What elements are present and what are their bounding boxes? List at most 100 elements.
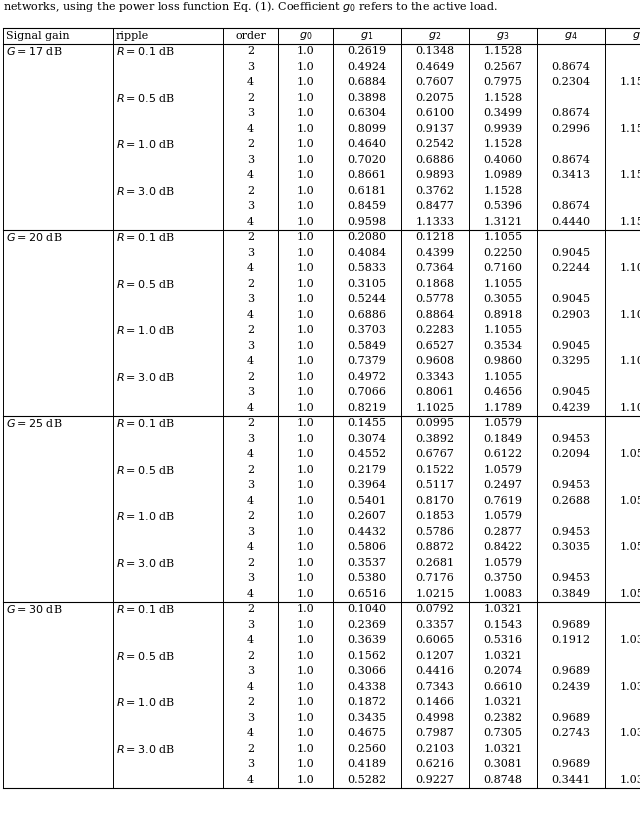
Text: 0.2283: 0.2283 xyxy=(415,326,454,335)
Text: 2: 2 xyxy=(247,558,254,568)
Text: 0.8872: 0.8872 xyxy=(415,543,454,552)
Text: 0.4060: 0.4060 xyxy=(483,155,523,165)
Text: 0.2560: 0.2560 xyxy=(348,743,387,754)
Text: 1.0: 1.0 xyxy=(296,62,314,72)
Text: 4: 4 xyxy=(247,357,254,366)
Text: 1.0: 1.0 xyxy=(296,171,314,180)
Text: $g_4$: $g_4$ xyxy=(564,29,578,42)
Text: 0.7160: 0.7160 xyxy=(483,264,522,273)
Text: 0.2497: 0.2497 xyxy=(483,481,522,490)
Text: 3: 3 xyxy=(247,388,254,397)
Text: 4: 4 xyxy=(247,496,254,506)
Text: 1.1025: 1.1025 xyxy=(415,403,454,413)
Text: 1.0579: 1.0579 xyxy=(620,589,640,599)
Text: 1.0579: 1.0579 xyxy=(620,496,640,506)
Text: $R = 0.5$ dB: $R = 0.5$ dB xyxy=(116,650,175,662)
Text: 1.0083: 1.0083 xyxy=(483,589,523,599)
Text: 0.2877: 0.2877 xyxy=(484,527,522,537)
Text: 0.3499: 0.3499 xyxy=(483,109,523,118)
Text: 1.0: 1.0 xyxy=(296,650,314,661)
Text: 0.7619: 0.7619 xyxy=(483,496,522,506)
Text: 0.2688: 0.2688 xyxy=(552,496,591,506)
Text: 3: 3 xyxy=(247,527,254,537)
Text: $g_2$: $g_2$ xyxy=(428,29,442,42)
Text: 0.9227: 0.9227 xyxy=(415,774,454,785)
Text: 0.2382: 0.2382 xyxy=(483,712,523,723)
Text: Signal gain: Signal gain xyxy=(6,31,70,41)
Text: 0.3892: 0.3892 xyxy=(415,434,454,444)
Text: 0.3081: 0.3081 xyxy=(483,759,523,769)
Text: 0.2103: 0.2103 xyxy=(415,743,454,754)
Text: 1.0321: 1.0321 xyxy=(483,650,523,661)
Text: 3: 3 xyxy=(247,202,254,211)
Text: 4: 4 xyxy=(247,403,254,413)
Text: 1.1528: 1.1528 xyxy=(483,140,523,149)
Text: 0.3295: 0.3295 xyxy=(552,357,591,366)
Text: 0.6122: 0.6122 xyxy=(483,450,523,459)
Text: 1.1055: 1.1055 xyxy=(483,372,523,382)
Text: 1.0: 1.0 xyxy=(296,47,314,56)
Text: 1.1528: 1.1528 xyxy=(483,47,523,56)
Text: 0.9689: 0.9689 xyxy=(552,759,591,769)
Text: 0.8674: 0.8674 xyxy=(552,202,591,211)
Text: 0.1218: 0.1218 xyxy=(415,233,454,242)
Text: 1.0: 1.0 xyxy=(296,419,314,428)
Text: 3: 3 xyxy=(247,666,254,676)
Text: 0.2369: 0.2369 xyxy=(348,619,387,630)
Text: 1.1789: 1.1789 xyxy=(483,403,522,413)
Text: 3: 3 xyxy=(247,248,254,258)
Text: 1.0: 1.0 xyxy=(296,527,314,537)
Text: 0.1853: 0.1853 xyxy=(415,512,454,521)
Text: 2: 2 xyxy=(247,512,254,521)
Text: 2: 2 xyxy=(247,605,254,614)
Text: $g_1$: $g_1$ xyxy=(360,29,374,42)
Text: 1.1528: 1.1528 xyxy=(620,217,640,227)
Text: 1.0: 1.0 xyxy=(296,481,314,490)
Text: 0.2244: 0.2244 xyxy=(552,264,591,273)
Text: 0.6065: 0.6065 xyxy=(415,635,454,645)
Text: 0.5282: 0.5282 xyxy=(348,774,387,785)
Text: 2: 2 xyxy=(247,419,254,428)
Text: 1.0: 1.0 xyxy=(296,543,314,552)
Text: 1.1528: 1.1528 xyxy=(620,171,640,180)
Text: 2: 2 xyxy=(247,233,254,242)
Text: 0.2304: 0.2304 xyxy=(552,78,591,87)
Text: 0.7379: 0.7379 xyxy=(348,357,387,366)
Text: 0.9137: 0.9137 xyxy=(415,124,454,134)
Text: 3: 3 xyxy=(247,619,254,630)
Text: 1.0321: 1.0321 xyxy=(483,743,523,754)
Text: $R = 1.0$ dB: $R = 1.0$ dB xyxy=(116,696,175,708)
Text: 1.0: 1.0 xyxy=(296,743,314,754)
Text: 0.3750: 0.3750 xyxy=(483,574,522,583)
Text: $g_5$: $g_5$ xyxy=(632,29,640,42)
Text: 0.3105: 0.3105 xyxy=(348,279,387,289)
Text: 0.8918: 0.8918 xyxy=(483,310,523,320)
Text: 0.2607: 0.2607 xyxy=(348,512,387,521)
Text: 2: 2 xyxy=(247,372,254,382)
Text: 0.4640: 0.4640 xyxy=(348,140,387,149)
Text: 0.6610: 0.6610 xyxy=(483,681,523,692)
Text: 1.0: 1.0 xyxy=(296,109,314,118)
Text: $G = 17$ dB: $G = 17$ dB xyxy=(6,45,63,57)
Text: 0.5244: 0.5244 xyxy=(348,295,387,304)
Text: 1.0989: 1.0989 xyxy=(483,171,523,180)
Text: 1.1528: 1.1528 xyxy=(620,78,640,87)
Text: 0.9860: 0.9860 xyxy=(483,357,523,366)
Text: 0.3762: 0.3762 xyxy=(415,186,454,196)
Text: 0.4552: 0.4552 xyxy=(348,450,387,459)
Text: 0.6527: 0.6527 xyxy=(415,341,454,351)
Text: 2: 2 xyxy=(247,47,254,56)
Text: 1.0: 1.0 xyxy=(296,217,314,227)
Text: 0.4239: 0.4239 xyxy=(552,403,591,413)
Text: 0.2074: 0.2074 xyxy=(483,666,522,676)
Text: $g_0$: $g_0$ xyxy=(299,29,312,42)
Text: 1.3121: 1.3121 xyxy=(483,217,523,227)
Text: 0.3703: 0.3703 xyxy=(348,326,387,335)
Text: 0.4675: 0.4675 xyxy=(348,728,387,738)
Text: 1.0579: 1.0579 xyxy=(483,512,522,521)
Text: 0.2075: 0.2075 xyxy=(415,93,454,103)
Text: 1.0: 1.0 xyxy=(296,605,314,614)
Text: 3: 3 xyxy=(247,62,254,72)
Text: 1.0: 1.0 xyxy=(296,155,314,165)
Text: 2: 2 xyxy=(247,326,254,335)
